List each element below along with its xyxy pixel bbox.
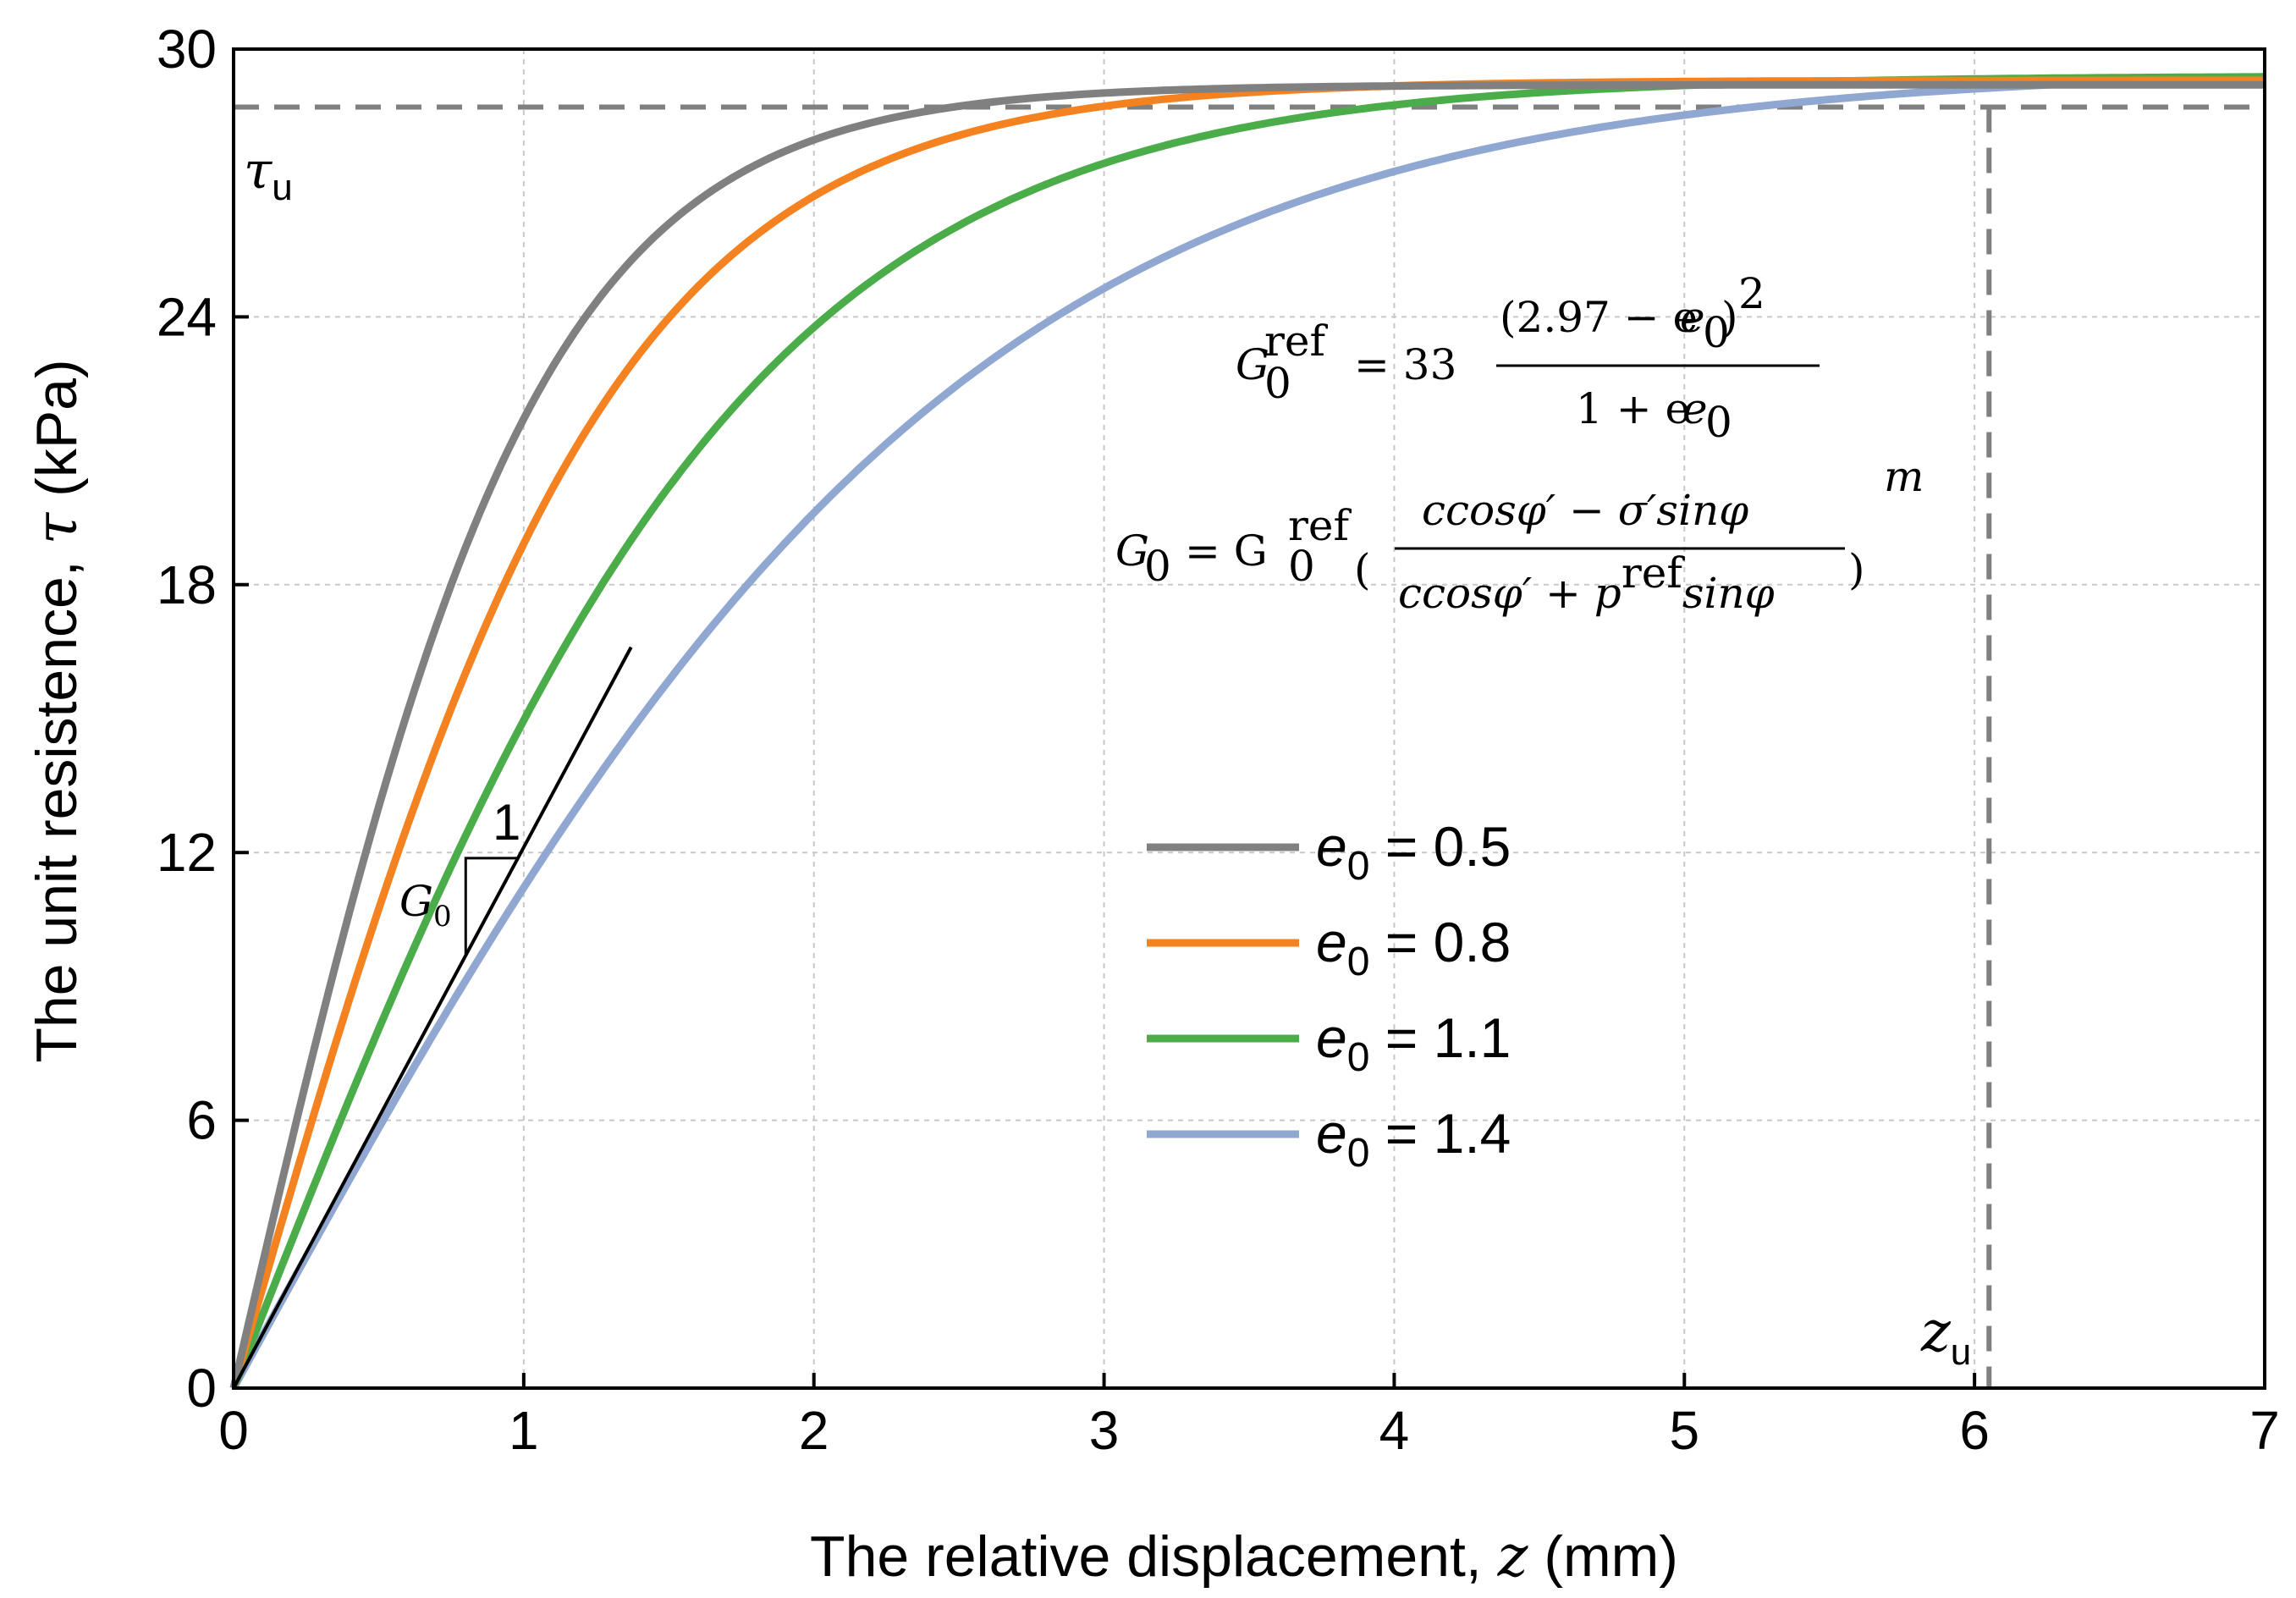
x-axis-title: The relative displacement, z (mm) — [810, 1524, 1678, 1590]
svg-text:0: 0 — [1705, 398, 1732, 447]
x-tick-label: 2 — [799, 1400, 829, 1461]
x-tick-label: 5 — [1669, 1400, 1699, 1461]
x-tick-label: 6 — [1959, 1400, 1990, 1461]
svg-text:ccosφ′ + prefsinφ: ccosφ′ + prefsinφ — [1398, 548, 1775, 618]
svg-text:): ) — [1721, 293, 1738, 342]
slope-triangle — [464, 857, 518, 956]
z-u-label: zu — [1920, 1299, 1971, 1373]
svg-text:2: 2 — [1738, 269, 1765, 318]
svg-text:m: m — [1884, 452, 1924, 501]
x-tick-label: 1 — [509, 1400, 539, 1461]
svg-text:(: ( — [1354, 545, 1371, 594]
svg-text:ccosφ′ − σ′sinφ: ccosφ′ − σ′sinφ — [1422, 486, 1748, 535]
svg-text:ref: ref — [1264, 317, 1328, 366]
legend-label-0: e0 = 0.5 — [1316, 815, 1511, 889]
x-tick-label: 7 — [2249, 1400, 2280, 1461]
svg-text:= 33: = 33 — [1354, 340, 1456, 389]
svg-text:G: G — [1236, 340, 1269, 389]
legend-label-3: e0 = 1.4 — [1316, 1102, 1511, 1176]
svg-text:0: 0 — [1144, 542, 1171, 591]
svg-text:G: G — [1115, 526, 1149, 576]
svg-text:e: e — [1680, 293, 1705, 342]
y-axis-title: The unit resistence, τ (kPa) — [24, 359, 91, 1062]
y-tick-label: 0 — [186, 1358, 217, 1419]
x-tick-label: 4 — [1379, 1400, 1410, 1461]
equation-g0: G 0 = G 0 ref ( ccosφ′ − σ′sinφ ccosφ′ +… — [1115, 452, 1924, 618]
series-line-1 — [229, 76, 2265, 1390]
series-line-3 — [230, 73, 2266, 1391]
reference-lines — [234, 104, 2265, 1388]
legend-label-1: e0 = 0.8 — [1316, 911, 1511, 984]
y-tick-label: 12 — [157, 822, 217, 883]
x-tick-labels: 0 1 2 3 4 5 6 7 — [218, 1400, 2280, 1461]
slope-run-label: G0 — [399, 877, 452, 934]
svg-text:1 + e: 1 + e — [1576, 384, 1690, 433]
svg-text:0: 0 — [1264, 359, 1291, 408]
y-tick-label: 6 — [186, 1090, 217, 1151]
series-layer — [229, 73, 2266, 1391]
plot-frame — [232, 47, 2266, 1390]
y-tick-label: 18 — [157, 554, 217, 615]
slope-rise-label: 1 — [493, 794, 520, 851]
y-tick-label: 30 — [157, 19, 217, 80]
legend-label-2: e0 = 1.1 — [1316, 1006, 1511, 1080]
ticks — [232, 47, 2266, 1390]
svg-text:0: 0 — [1703, 308, 1730, 357]
svg-text:): ) — [1848, 545, 1865, 594]
y-tick-labels: 0 6 12 18 24 30 — [157, 19, 217, 1419]
legend: e0 = 0.5 e0 = 0.8 e0 = 1.1 e0 = 1.4 — [1147, 815, 1511, 1176]
y-tick-label: 24 — [157, 286, 217, 347]
grid — [234, 49, 2265, 1388]
tangent-line — [232, 646, 633, 1389]
x-tick-label: 0 — [218, 1400, 249, 1461]
tangent-layer: 1 G0 — [232, 646, 633, 1389]
svg-text:e: e — [1682, 384, 1708, 433]
tau-u-label: τu — [244, 141, 293, 208]
equation-g0-ref: G 0 ref = 33 (2.97 − e e 0 ) 2 1 + e e 0 — [1236, 269, 1820, 447]
series-line-0 — [229, 80, 2265, 1390]
svg-text:(2.97 − e: (2.97 − e — [1500, 293, 1698, 342]
series-line-2 — [229, 73, 2266, 1390]
svg-text:ref: ref — [1288, 501, 1352, 550]
svg-text:0: 0 — [1288, 542, 1315, 591]
x-tick-label: 3 — [1089, 1400, 1120, 1461]
svg-text:= G: = G — [1185, 526, 1268, 576]
